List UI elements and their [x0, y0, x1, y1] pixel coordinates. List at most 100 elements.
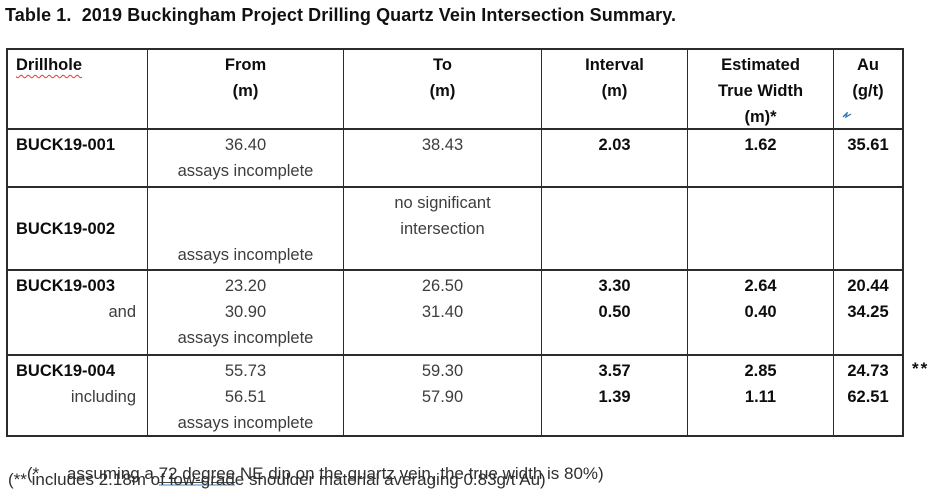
header-line: (m)	[232, 82, 259, 100]
au-cell: 24.73 62.51	[834, 356, 902, 435]
no-intersection-note: no significant	[394, 194, 491, 212]
interval-cell: 2.03	[542, 130, 688, 186]
col-header-estimated-true-width: Estimated True Width (m)*	[688, 50, 834, 128]
col-header-drillhole: Drillhole	[8, 50, 148, 128]
drillhole-id: BUCK19-001	[16, 136, 116, 154]
to-value: 59.30	[421, 362, 464, 380]
header-line: Au	[857, 56, 879, 74]
footnote-text-post: NE dip on the quartz vein, the true widt…	[235, 464, 604, 483]
interval-value: 2.03	[598, 136, 631, 154]
au-value: 35.61	[847, 136, 889, 154]
footnote-shoulder-material: (** includes 2.18m of low-grade shoulder…	[8, 470, 546, 489]
header-line: (m)	[601, 82, 628, 100]
drillhole-cell: BUCK19-001	[8, 130, 148, 186]
table-header-row: Drillhole From (m) To (m) Interval (m) E…	[8, 50, 902, 128]
from-cell: 36.40 assays incomplete	[148, 130, 344, 186]
header-line: Drillhole	[8, 52, 147, 78]
header-line: True Width	[717, 82, 804, 100]
to-value: 26.50	[421, 277, 464, 295]
from-value: 30.90	[224, 303, 267, 321]
to-value: 38.43	[421, 136, 464, 154]
interval-value: 0.50	[598, 303, 631, 321]
header-line: To	[433, 56, 452, 74]
spacer-line	[148, 190, 343, 216]
true-width-cell: 2.64 0.40	[688, 271, 834, 354]
col-header-from: From (m)	[148, 50, 344, 128]
true-width-cell	[688, 188, 834, 269]
header-line: (m)	[429, 82, 456, 100]
true-width-cell: 1.62	[688, 130, 834, 186]
header-line: (m)*	[744, 108, 777, 126]
to-cell: 38.43	[344, 130, 542, 186]
from-value: 55.73	[224, 362, 267, 380]
from-cell: assays incomplete	[148, 188, 344, 269]
true-width-value: 2.85	[744, 362, 777, 380]
table-title: Table 1. 2019 Buckingham Project Drillin…	[5, 5, 677, 25]
to-cell: 26.50 31.40	[344, 271, 542, 354]
table-row: BUCK19-002 assays incomplete no signific…	[8, 186, 902, 269]
interval-cell	[542, 188, 688, 269]
to-value: 31.40	[421, 303, 464, 321]
au-value: 20.44	[847, 277, 889, 295]
col-header-au: Au (g/t)	[834, 50, 902, 128]
col-header-interval: Interval (m)	[542, 50, 688, 128]
from-cell: 23.20 30.90 assays incomplete	[148, 271, 344, 354]
footnote-text-pre: assuming a	[66, 464, 159, 483]
table-row: BUCK19-004 including 55.73 56.51 assays …	[8, 354, 902, 435]
from-value: 23.20	[224, 277, 267, 295]
true-width-cell: 2.85 1.11	[688, 356, 834, 435]
interval-cell: 3.57 1.39	[542, 356, 688, 435]
au-cell: 35.61	[834, 130, 902, 186]
grammar-mark-icon	[842, 106, 852, 124]
footnote-marker: (*	[26, 464, 40, 483]
from-value: 56.51	[224, 388, 267, 406]
to-value: 57.90	[421, 388, 464, 406]
and-label: and	[108, 303, 136, 321]
drillhole-label-spellcheck: Drillhole	[16, 56, 83, 74]
true-width-value: 2.64	[744, 277, 777, 295]
footnote-true-width: (* assuming a 72 degree NE dip on the qua…	[8, 444, 604, 504]
au-cell	[834, 188, 902, 269]
interval-value: 3.57	[598, 362, 631, 380]
drillhole-cell: BUCK19-004 including	[8, 356, 148, 435]
drillhole-id: BUCK19-003	[16, 277, 116, 295]
au-value: 62.51	[847, 388, 889, 406]
drillhole-id: BUCK19-002	[16, 220, 116, 238]
au-cell: 20.44 34.25	[834, 271, 902, 354]
drilling-summary-table: Drillhole From (m) To (m) Interval (m) E…	[6, 48, 904, 437]
double-asterisk-marker: **	[912, 359, 930, 378]
col-header-to: To (m)	[344, 50, 542, 128]
no-intersection-note: intersection	[400, 220, 485, 238]
true-width-value: 0.40	[744, 303, 777, 321]
header-line: Interval	[585, 56, 644, 74]
header-line: Estimated	[721, 56, 800, 74]
interval-value: 3.30	[598, 277, 631, 295]
from-value: 36.40	[224, 136, 267, 154]
au-value: 34.25	[847, 303, 889, 321]
true-width-value: 1.11	[744, 388, 777, 406]
true-width-value: 1.62	[744, 136, 777, 154]
assays-note: assays incomplete	[177, 246, 314, 264]
spacer-line	[148, 216, 343, 242]
header-line: (g/t)	[852, 82, 884, 100]
assays-note: assays incomplete	[177, 162, 314, 180]
drillhole-cell: BUCK19-003 and	[8, 271, 148, 354]
spacer-line	[8, 190, 147, 216]
footnote-text: assuming a 72 degree NE dip on the quart…	[67, 464, 604, 486]
assays-note: assays incomplete	[177, 329, 314, 347]
header-line: From	[224, 56, 267, 74]
to-cell: no significant intersection	[344, 188, 542, 269]
au-value: 24.73	[847, 362, 889, 380]
from-cell: 55.73 56.51 assays incomplete	[148, 356, 344, 435]
including-label: including	[70, 388, 136, 406]
drillhole-cell: BUCK19-002	[8, 188, 148, 269]
interval-cell: 3.30 0.50	[542, 271, 688, 354]
table-row: BUCK19-003 and 23.20 30.90 assays incomp…	[8, 269, 902, 354]
to-cell: 59.30 57.90	[344, 356, 542, 435]
table-row: BUCK19-001 36.40 assays incomplete 38.43…	[8, 128, 902, 186]
drillhole-id: BUCK19-004	[16, 362, 116, 380]
interval-value: 1.39	[598, 388, 631, 406]
grammar-underlined-phrase: 72 degree	[158, 464, 236, 486]
assays-note: assays incomplete	[177, 414, 314, 432]
